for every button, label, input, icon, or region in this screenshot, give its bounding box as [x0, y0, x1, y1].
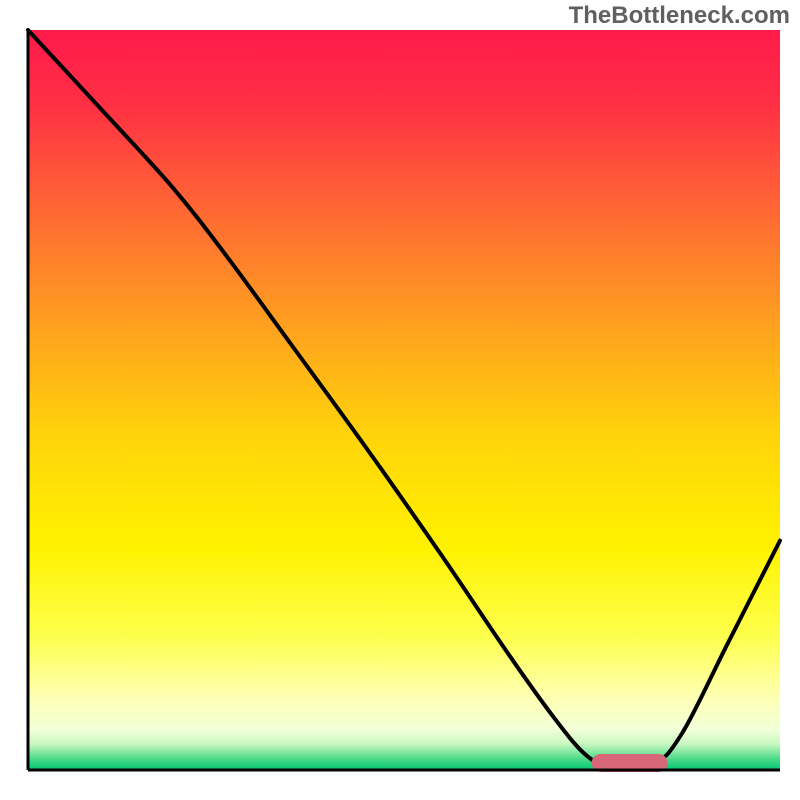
bottleneck-chart — [0, 0, 800, 800]
attribution-label: TheBottleneck.com — [569, 2, 790, 30]
chart-container: TheBottleneck.com — [0, 0, 800, 800]
gradient-background — [28, 30, 780, 770]
